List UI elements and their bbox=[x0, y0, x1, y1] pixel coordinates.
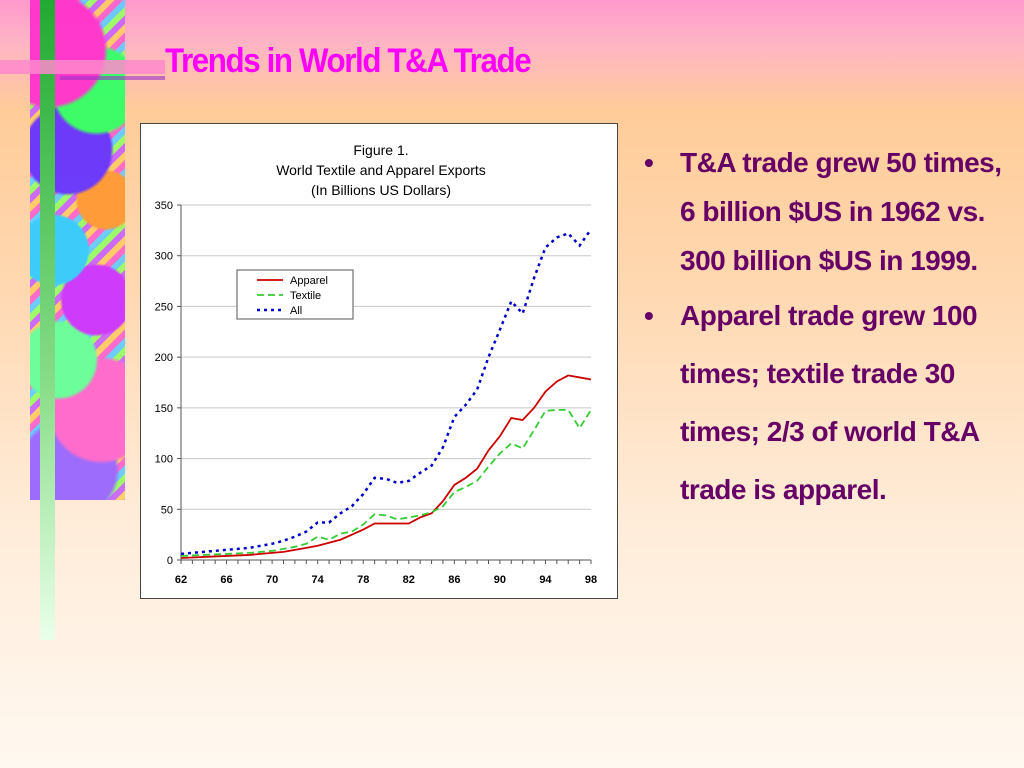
y-tick-label: 150 bbox=[155, 403, 173, 415]
decorative-green-stripe bbox=[40, 0, 55, 640]
legend-label: All bbox=[290, 305, 302, 317]
x-tick-label: 98 bbox=[585, 574, 597, 586]
chart-frame: Figure 1. World Textile and Apparel Expo… bbox=[140, 123, 618, 599]
y-tick-label: 50 bbox=[161, 504, 173, 516]
legend-label: Apparel bbox=[290, 275, 328, 287]
y-tick-label: 350 bbox=[155, 200, 173, 212]
x-tick-label: 90 bbox=[494, 574, 506, 586]
x-tick-label: 86 bbox=[448, 574, 460, 586]
bullet-item: • T&A trade grew 50 times, 6 billion $US… bbox=[638, 138, 1018, 285]
bullet-dot: • bbox=[644, 300, 654, 331]
y-tick-label: 300 bbox=[155, 251, 173, 263]
bullet-text: Apparel trade grew 100 times; textile tr… bbox=[680, 300, 979, 505]
x-tick-label: 74 bbox=[312, 574, 325, 586]
x-tick-label: 94 bbox=[539, 574, 552, 586]
chart-subtitle: World Textile and Apparel Exports bbox=[276, 162, 486, 178]
y-tick-label: 200 bbox=[155, 352, 173, 364]
bullet-item: • Apparel trade grew 100 times; textile … bbox=[638, 287, 1018, 519]
legend: Apparel Textile All bbox=[236, 269, 354, 320]
x-tick-label: 70 bbox=[266, 574, 278, 586]
legend-box bbox=[236, 269, 354, 320]
bullet-dot: • bbox=[644, 147, 654, 178]
series-line-apparel bbox=[180, 374, 592, 559]
chart-units-note: (In Billions US Dollars) bbox=[311, 182, 451, 198]
decorative-purple-bar bbox=[60, 76, 165, 80]
grid-lines bbox=[181, 204, 591, 510]
bullet-list: • T&A trade grew 50 times, 6 billion $US… bbox=[638, 138, 1018, 519]
series-line-textile bbox=[180, 408, 592, 557]
x-tick-label: 66 bbox=[220, 574, 232, 586]
line-chart: Figure 1. World Textile and Apparel Expo… bbox=[155, 142, 597, 586]
axes: 0 50 100 150 200 250 300 350 62 66 70 74 78 82 86 90 94 9… bbox=[155, 200, 597, 586]
y-tick-label: 0 bbox=[167, 555, 173, 567]
decorative-pink-bar bbox=[0, 60, 165, 74]
x-tick-label: 62 bbox=[175, 574, 187, 586]
x-tick-label: 78 bbox=[357, 574, 369, 586]
y-tick-label: 100 bbox=[155, 454, 173, 466]
slide-title: Trends in World T&A Trade bbox=[165, 42, 532, 80]
chart-title: Figure 1. bbox=[353, 142, 408, 158]
y-tick-label: 250 bbox=[155, 301, 173, 313]
legend-label: Textile bbox=[290, 290, 321, 302]
x-tick-label: 82 bbox=[403, 574, 415, 586]
series-lines bbox=[180, 228, 593, 559]
bullet-text: T&A trade grew 50 times, 6 billion $US i… bbox=[680, 147, 1002, 276]
